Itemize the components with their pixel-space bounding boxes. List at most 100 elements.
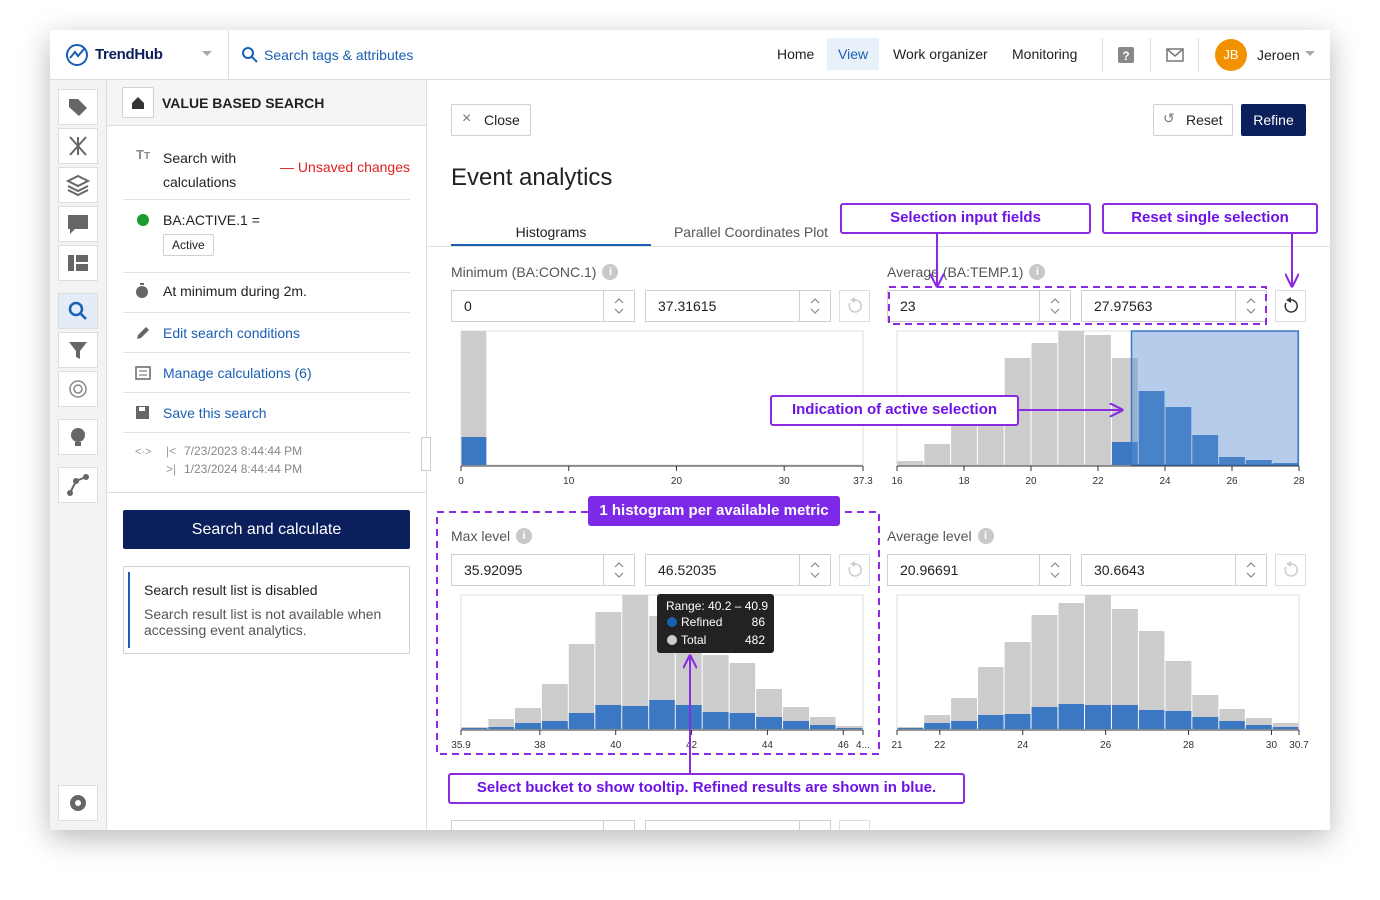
x-tick-label: 28 bbox=[1293, 476, 1305, 487]
bar-refined bbox=[729, 713, 756, 729]
bar-refined bbox=[1165, 407, 1192, 465]
svg-text:?: ? bbox=[1122, 49, 1129, 63]
bar-refined bbox=[978, 715, 1004, 729]
tooltip-range: Range: 40.2 – 40.9 bbox=[666, 599, 769, 613]
nav-item[interactable]: Work organizer bbox=[893, 46, 988, 62]
separator bbox=[123, 312, 410, 313]
search-button[interactable]: Search and calculate bbox=[123, 510, 410, 549]
x-tick-label: 38 bbox=[534, 740, 546, 751]
resize-handle[interactable] bbox=[421, 437, 431, 471]
action-link[interactable]: Edit search conditions bbox=[163, 325, 300, 341]
reset-single[interactable] bbox=[1275, 554, 1306, 586]
rail-dashboard[interactable] bbox=[58, 245, 98, 281]
nav-item[interactable]: Monitoring bbox=[1012, 46, 1078, 62]
x-tick-label: 37.3 bbox=[853, 476, 873, 487]
rail-tags[interactable] bbox=[58, 89, 98, 125]
tab[interactable]: Parallel Coordinates Plot bbox=[673, 224, 829, 240]
legend-swatch bbox=[667, 617, 677, 627]
nav-item[interactable]: View bbox=[838, 46, 869, 62]
stepper[interactable] bbox=[1235, 555, 1266, 585]
input-field[interactable]: 0 bbox=[451, 290, 635, 322]
input-field[interactable]: 20.96691 bbox=[887, 554, 1071, 586]
reset-single[interactable] bbox=[839, 290, 870, 322]
range-end: 1/23/2024 8:44:44 PM bbox=[184, 462, 303, 476]
separator bbox=[107, 492, 426, 493]
reset-button[interactable]: Reset bbox=[1153, 104, 1233, 136]
rail-comments[interactable] bbox=[58, 206, 98, 242]
x-tick-label: 42 bbox=[686, 740, 698, 751]
input-field[interactable] bbox=[645, 820, 831, 830]
bar-refined bbox=[649, 700, 675, 729]
avatar[interactable]: JB bbox=[1215, 39, 1247, 71]
user-name[interactable]: Jeroen bbox=[1257, 47, 1300, 63]
rail-fingerprint[interactable] bbox=[58, 371, 98, 407]
search-box[interactable]: Search tags & attributes bbox=[264, 47, 414, 63]
rail-tool[interactable] bbox=[58, 128, 98, 164]
caret[interactable] bbox=[1305, 51, 1315, 61]
x-tick-label: 21 bbox=[891, 740, 903, 751]
help-icon[interactable]: ? bbox=[1117, 46, 1135, 64]
reset-single[interactable] bbox=[1275, 290, 1306, 322]
bar-refined bbox=[1085, 705, 1111, 729]
rail-graph[interactable] bbox=[58, 467, 98, 503]
action-link[interactable]: Save this search bbox=[163, 405, 267, 421]
separator bbox=[123, 432, 410, 433]
input-field[interactable]: 30.6643 bbox=[1081, 554, 1267, 586]
stepper[interactable] bbox=[603, 291, 634, 321]
status-dot bbox=[137, 214, 149, 226]
annotation: 1 histogram per available metric bbox=[588, 496, 840, 526]
save-icon bbox=[136, 406, 149, 419]
close-button[interactable]: Close bbox=[451, 104, 531, 136]
bar-refined bbox=[488, 727, 514, 729]
rail-filter[interactable] bbox=[58, 332, 98, 368]
divider bbox=[1102, 38, 1103, 72]
mail-icon[interactable] bbox=[1166, 48, 1184, 62]
input-field[interactable]: 37.31615 bbox=[645, 290, 831, 322]
tooltip-label: Refined bbox=[681, 615, 723, 629]
bar-total bbox=[1085, 335, 1111, 465]
bar-total bbox=[1245, 718, 1272, 729]
refine-button[interactable]: Refine bbox=[1241, 104, 1306, 136]
histogram-title: Average (BA:TEMP.1) i bbox=[887, 264, 1046, 280]
stepper[interactable] bbox=[799, 291, 830, 321]
rail-search[interactable] bbox=[58, 293, 98, 329]
x-tick-label: 22 bbox=[934, 740, 946, 751]
stepper[interactable] bbox=[603, 821, 634, 830]
rail-settings[interactable] bbox=[58, 785, 98, 821]
logo[interactable]: TrendHub bbox=[95, 46, 163, 63]
condition: BA:ACTIVE.1 = bbox=[163, 212, 260, 228]
annotation: Reset single selection bbox=[1102, 203, 1318, 234]
action-link[interactable]: Manage calculations (6) bbox=[163, 365, 312, 381]
range-icon: <·> bbox=[135, 446, 152, 458]
separator bbox=[123, 352, 410, 353]
icon-rail bbox=[50, 80, 107, 830]
caret[interactable] bbox=[202, 51, 212, 61]
bar-refined bbox=[783, 721, 810, 729]
info-icon[interactable]: i bbox=[602, 264, 619, 280]
bar-refined bbox=[461, 728, 488, 729]
bar-refined bbox=[1138, 391, 1165, 465]
input-field[interactable] bbox=[451, 820, 635, 830]
bar-refined bbox=[1192, 435, 1219, 465]
tab-divider bbox=[427, 246, 1330, 247]
tab[interactable]: Histograms bbox=[515, 224, 587, 240]
active-selection bbox=[1130, 330, 1299, 466]
stepper[interactable] bbox=[1039, 555, 1070, 585]
app-window: TrendHub Search tags & attributes Home V… bbox=[50, 30, 1330, 830]
stepper[interactable] bbox=[799, 821, 830, 830]
condition-chip: Active bbox=[163, 234, 214, 256]
x-tick-label: 26 bbox=[1226, 476, 1238, 487]
rail-ideas[interactable] bbox=[58, 419, 98, 455]
bar-refined bbox=[836, 728, 863, 729]
bar-refined bbox=[1192, 717, 1219, 729]
reset-single[interactable] bbox=[839, 820, 870, 830]
bar-refined bbox=[702, 712, 729, 729]
bar-total bbox=[1058, 331, 1085, 465]
info-icon[interactable]: i bbox=[1029, 264, 1046, 280]
nav-item[interactable]: Home bbox=[777, 46, 815, 62]
bar-total bbox=[897, 461, 924, 465]
home-button[interactable] bbox=[122, 87, 154, 118]
info-icon[interactable]: i bbox=[977, 528, 994, 544]
panel-title: VALUE BASED SEARCH bbox=[162, 95, 325, 111]
rail-layers[interactable] bbox=[58, 167, 98, 203]
